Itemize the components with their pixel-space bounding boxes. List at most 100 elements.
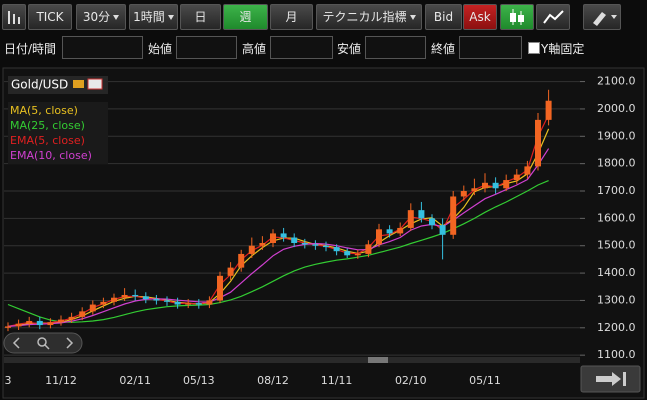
candle-body: [47, 322, 54, 326]
candle-body: [227, 267, 234, 276]
legend-box: [8, 102, 108, 164]
candle-body: [376, 229, 382, 245]
scrollbar-handle[interactable]: [368, 357, 388, 363]
candle-body: [259, 242, 266, 246]
candle-body: [492, 182, 499, 189]
input-label: 終値: [431, 42, 456, 56]
candle-body: [132, 294, 139, 297]
draw-dropdown[interactable]: [583, 4, 621, 30]
close-input[interactable]: [459, 36, 522, 59]
y-tick-label: 2000.0: [597, 102, 636, 115]
indicator-line: [7, 128, 550, 327]
y-tick-label: 1500.0: [597, 239, 636, 252]
zoom-icon-handle: [44, 344, 50, 350]
candle-body: [206, 300, 213, 305]
y-tick-label: 2100.0: [597, 75, 636, 88]
legend-entry: EMA(5, close): [10, 134, 85, 147]
candle-body: [301, 242, 308, 245]
indicator-dropdown[interactable]: テクニカル指標: [316, 4, 422, 30]
tick-button[interactable]: TICK: [28, 4, 72, 30]
candle-body: [142, 296, 149, 300]
candle-body: [5, 326, 11, 328]
candle-body: [513, 174, 520, 181]
candle-body: [407, 210, 414, 228]
y-tick-label: 1400.0: [597, 266, 636, 279]
y-tick-label: 1200.0: [597, 321, 636, 334]
scrollbar-track: [4, 357, 580, 363]
candle-body: [248, 245, 255, 254]
latest-icon: [596, 372, 626, 386]
candle-body: [217, 275, 223, 301]
candle-body: [471, 188, 478, 192]
candle-body: [280, 233, 287, 238]
candle-body: [450, 196, 457, 235]
monthly-button[interactable]: 月: [270, 4, 313, 30]
weekly-button[interactable]: 週: [223, 4, 268, 30]
candle-body: [89, 304, 96, 312]
candle-body: [79, 311, 86, 317]
open-input[interactable]: [176, 36, 237, 59]
bid-button[interactable]: Bid: [425, 4, 462, 30]
icon: [510, 9, 524, 25]
zoom-icon[interactable]: [37, 337, 47, 347]
candle-button[interactable]: [500, 4, 534, 30]
line-button[interactable]: [536, 4, 570, 30]
candle-body: [26, 320, 33, 324]
candle-body: [482, 182, 488, 189]
zoom-control[interactable]: [3, 332, 83, 354]
prev-icon[interactable]: [12, 337, 20, 349]
low-input[interactable]: [365, 36, 426, 59]
high-input[interactable]: [270, 36, 333, 59]
candle-body: [100, 301, 107, 305]
legend-entry: MA(25, close): [10, 119, 85, 132]
indicator-line: [7, 148, 550, 327]
indicator-line: [7, 180, 549, 323]
candle-body: [15, 323, 22, 327]
date-input[interactable]: [62, 36, 143, 59]
candle-body: [397, 227, 404, 234]
x-tick-label: 3: [5, 374, 12, 387]
y-tick-label: 1900.0: [597, 129, 636, 142]
candle-body: [291, 237, 298, 243]
indicator-line: [7, 114, 550, 327]
legend-entry: MA(5, close): [10, 104, 78, 117]
candle-body: [174, 301, 181, 305]
candle-body: [365, 244, 372, 254]
x-tick-label: 02/10: [395, 374, 427, 387]
icon: [543, 10, 564, 24]
gold-icon: [73, 80, 84, 88]
x-tick-label: 11/12: [45, 374, 77, 387]
candle-body: [344, 251, 351, 256]
input-label: 日付/時間: [4, 42, 57, 56]
input-label: 安値: [337, 42, 362, 56]
y-tick-label: 1600.0: [597, 211, 636, 224]
daily-button[interactable]: 日: [180, 4, 221, 30]
icon: [593, 12, 617, 26]
next-icon[interactable]: [66, 337, 74, 349]
checkbox-label: Y軸固定: [541, 42, 585, 56]
ask-button[interactable]: Ask: [463, 4, 497, 30]
input-label: 始値: [148, 42, 173, 56]
candle-body: [354, 253, 361, 256]
candle-body: [439, 225, 446, 235]
interval-dropdown[interactable]: 1時間: [129, 4, 178, 30]
y-tick-label: 1300.0: [597, 293, 636, 306]
candle-body: [121, 294, 128, 298]
x-tick-label: 05/13: [183, 374, 215, 387]
flag-icon: [87, 78, 103, 90]
checkbox[interactable]: [528, 42, 540, 54]
bars-icon-button[interactable]: [2, 4, 26, 30]
legend-entry: EMA(10, close): [10, 149, 92, 162]
candle-body: [164, 300, 170, 302]
candle-body: [58, 319, 64, 323]
candle-body: [386, 229, 393, 234]
candle-body: [503, 180, 510, 189]
candle-body: [185, 303, 192, 305]
candle-body: [535, 119, 541, 167]
interval-dropdown[interactable]: 30分: [76, 4, 126, 30]
candle-body: [545, 100, 552, 120]
candle-body: [68, 316, 75, 320]
candle-body: [333, 247, 340, 252]
symbol-title: Gold/USD: [11, 78, 68, 92]
